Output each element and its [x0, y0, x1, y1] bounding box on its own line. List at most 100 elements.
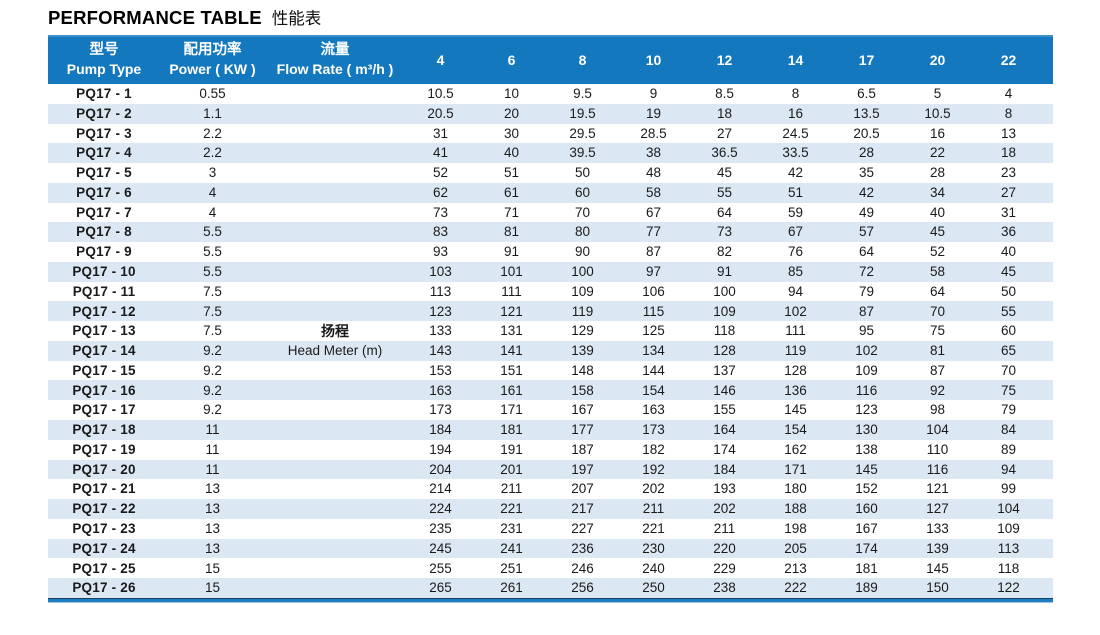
- flow-note-cell: [265, 242, 405, 262]
- head-value-cell: 50: [574, 165, 591, 181]
- head-value-cell: 221: [642, 520, 665, 536]
- head-value-cell: 50: [1000, 283, 1017, 299]
- flow-col-header: 10: [618, 35, 689, 84]
- pump-type-cell: PQ17 - 23: [72, 520, 136, 536]
- head-value-cell: 121: [500, 303, 523, 319]
- head-value-cell: 76: [787, 244, 804, 260]
- head-value-cell: 31: [432, 125, 449, 141]
- head-value-cell: 111: [501, 283, 522, 299]
- head-value-cell: 8: [791, 86, 800, 102]
- power-cell: 4: [208, 184, 217, 200]
- pump-type-cell: PQ17 - 22: [72, 501, 136, 517]
- pump-type-header-zh: 型号: [89, 41, 119, 58]
- table-row: PQ17 - 15 9.2 153 151 148 144 137 128 109 87 70: [48, 361, 1053, 381]
- head-value-cell: 173: [429, 402, 452, 418]
- pump-type-cell: PQ17 - 20: [72, 461, 136, 477]
- head-value-cell: 109: [713, 303, 736, 319]
- head-value-cell: 10.5: [427, 86, 454, 102]
- head-value-cell: 125: [642, 323, 665, 339]
- head-value-cell: 238: [713, 580, 736, 596]
- table-header: 型号 Pump Type 配用功率 Power ( KW ) 流量 Flow R…: [48, 35, 1053, 84]
- flow-rate-column-header: 流量 Flow Rate ( m³/h ): [265, 35, 405, 84]
- head-value-cell: 236: [571, 540, 594, 556]
- head-value-cell: 205: [784, 540, 807, 556]
- power-cell: 7.5: [203, 303, 222, 319]
- power-cell: 15: [204, 560, 221, 576]
- head-value-cell: 70: [929, 303, 946, 319]
- pump-type-cell: PQ17 - 5: [76, 165, 132, 181]
- table-row: PQ17 - 19 11 194 191 187 182 174 162 138 110 89: [48, 440, 1053, 460]
- head-value-cell: 230: [642, 540, 665, 556]
- flow-note-cell: [265, 499, 405, 519]
- head-value-cell: 177: [571, 422, 594, 438]
- table-row: PQ17 - 17 9.2 173 171 167 163 155 145 123 98 79: [48, 400, 1053, 420]
- head-value-cell: 122: [997, 580, 1020, 596]
- row-spacer-cell: [1044, 183, 1053, 203]
- power-cell: 5.5: [203, 264, 222, 280]
- flow-note-cell: [265, 301, 405, 321]
- power-cell: 11: [205, 461, 220, 477]
- pump-type-cell: PQ17 - 1: [76, 86, 132, 102]
- flow-note-cell: Head Meter (m): [287, 343, 383, 359]
- pump-type-cell: PQ17 - 10: [72, 264, 136, 280]
- head-value-cell: 194: [429, 441, 452, 457]
- head-value-cell: 20.5: [427, 105, 454, 121]
- row-spacer-cell: [1044, 341, 1053, 361]
- flow-col-header: 4: [405, 35, 476, 84]
- head-value-cell: 167: [571, 402, 594, 418]
- head-value-cell: 79: [1000, 402, 1017, 418]
- power-cell: 2.2: [203, 145, 222, 161]
- table-row: PQ17 - 18 11 184 181 177 173 164 154 130 104 84: [48, 420, 1053, 440]
- head-value-cell: 71: [503, 204, 520, 220]
- head-value-cell: 64: [858, 244, 875, 260]
- flow-col-header: 17: [831, 35, 902, 84]
- head-value-cell: 211: [642, 501, 665, 517]
- head-value-cell: 136: [784, 382, 807, 398]
- head-value-cell: 58: [645, 184, 662, 200]
- head-value-cell: 116: [926, 461, 949, 477]
- table-row: PQ17 - 16 9.2 163 161 158 154 146 136 116 92 75: [48, 380, 1053, 401]
- head-value-cell: 39.5: [569, 145, 596, 161]
- head-value-cell: 98: [929, 402, 946, 418]
- flow-note-cell: [265, 203, 405, 223]
- head-value-cell: 20: [503, 105, 520, 121]
- head-value-cell: 9: [649, 86, 658, 102]
- head-value-cell: 30: [503, 125, 520, 141]
- row-spacer-cell: [1044, 104, 1053, 124]
- head-value-cell: 104: [997, 501, 1020, 517]
- head-value-cell: 8: [1004, 105, 1013, 121]
- pump-type-column-header: 型号 Pump Type: [48, 35, 160, 84]
- head-value-cell: 181: [500, 422, 523, 438]
- head-value-cell: 128: [784, 362, 807, 378]
- head-value-cell: 91: [716, 264, 733, 280]
- head-value-cell: 129: [571, 323, 594, 339]
- head-value-cell: 64: [929, 283, 946, 299]
- flow-note-cell: [265, 380, 405, 400]
- flow-note-cell: [265, 420, 405, 440]
- table-row: PQ17 - 1 0.55 10.5 10 9.5 9 8.5 8 6.5 5 4: [48, 84, 1053, 104]
- head-value-cell: 240: [642, 560, 665, 576]
- table-row: PQ17 - 5 3 52 51 50 48 45 42 35 28 23: [48, 163, 1053, 183]
- head-value-cell: 34: [929, 184, 946, 200]
- pump-type-header-en: Pump Type: [66, 60, 142, 77]
- head-value-cell: 198: [784, 520, 807, 536]
- head-value-cell: 146: [713, 382, 736, 398]
- head-value-cell: 48: [645, 165, 662, 181]
- head-value-cell: 58: [929, 264, 946, 280]
- row-spacer-cell: [1044, 380, 1053, 400]
- flow-note-cell: [265, 479, 405, 499]
- head-value-cell: 62: [432, 184, 449, 200]
- table-row: PQ17 - 12 7.5 123 121 119 115 109 102 87 70 55: [48, 301, 1053, 322]
- pump-type-cell: PQ17 - 21: [72, 481, 136, 497]
- head-value-cell: 162: [784, 441, 807, 457]
- table-row: PQ17 - 9 5.5 93 91 90 87 82 76 64 52 40: [48, 242, 1053, 262]
- flow-note-cell: [265, 539, 405, 559]
- power-cell: 9.2: [203, 343, 222, 359]
- head-value-cell: 52: [432, 165, 449, 181]
- head-value-cell: 163: [642, 402, 665, 418]
- flow-note-cell: 扬程: [321, 323, 349, 340]
- head-value-cell: 164: [713, 422, 736, 438]
- head-value-cell: 19.5: [569, 105, 596, 121]
- pump-type-cell: PQ17 - 4: [76, 145, 132, 161]
